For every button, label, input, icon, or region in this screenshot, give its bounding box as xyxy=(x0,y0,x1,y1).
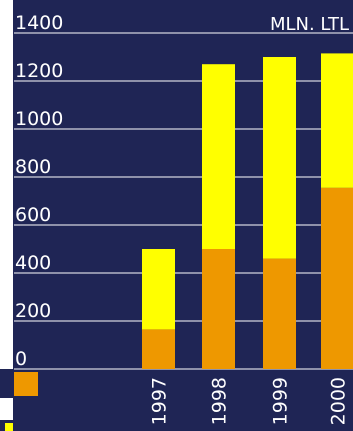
bar-1999-segment-2 xyxy=(263,57,296,259)
left-edge-decoration xyxy=(0,0,38,431)
bar-2000-segment-2 xyxy=(321,53,353,188)
x-tick-label-2000: 2000 xyxy=(328,377,350,425)
unit-label: MLN. LTL xyxy=(270,14,349,35)
gridlines xyxy=(14,32,353,370)
y-tick-label-0: 0 xyxy=(15,348,27,370)
bars xyxy=(142,53,353,369)
bar-1999-segment-1 xyxy=(263,258,296,369)
left-edge-white-strip-lower xyxy=(0,398,13,420)
y-tick-label-200: 200 xyxy=(15,300,51,322)
y-tick-label-400: 400 xyxy=(15,252,51,274)
left-edge-white-strip-upper xyxy=(0,0,13,369)
x-tick-label-1998: 1998 xyxy=(209,377,231,425)
legend-swatch-yellow xyxy=(5,423,13,431)
x-tick-label-1997: 1997 xyxy=(149,377,171,425)
y-tick-label-1000: 1000 xyxy=(15,108,63,130)
x-tick-labels: 1997 1998 1999 2000 xyxy=(149,377,350,425)
y-tick-labels: 0 200 400 600 800 1000 1200 1400 xyxy=(15,12,63,370)
x-tick-label-1999: 1999 xyxy=(270,377,292,425)
legend-swatch-orange xyxy=(14,372,38,396)
y-tick-label-1400: 1400 xyxy=(15,12,63,34)
bar-1998-segment-1 xyxy=(202,249,235,369)
y-tick-label-800: 800 xyxy=(15,156,51,178)
y-tick-label-600: 600 xyxy=(15,204,51,226)
bar-1997-segment-2 xyxy=(142,249,175,330)
y-tick-label-1200: 1200 xyxy=(15,60,63,82)
bar-1997-segment-1 xyxy=(142,329,175,369)
bar-1998-segment-2 xyxy=(202,64,235,249)
bar-2000-segment-1 xyxy=(321,187,353,369)
